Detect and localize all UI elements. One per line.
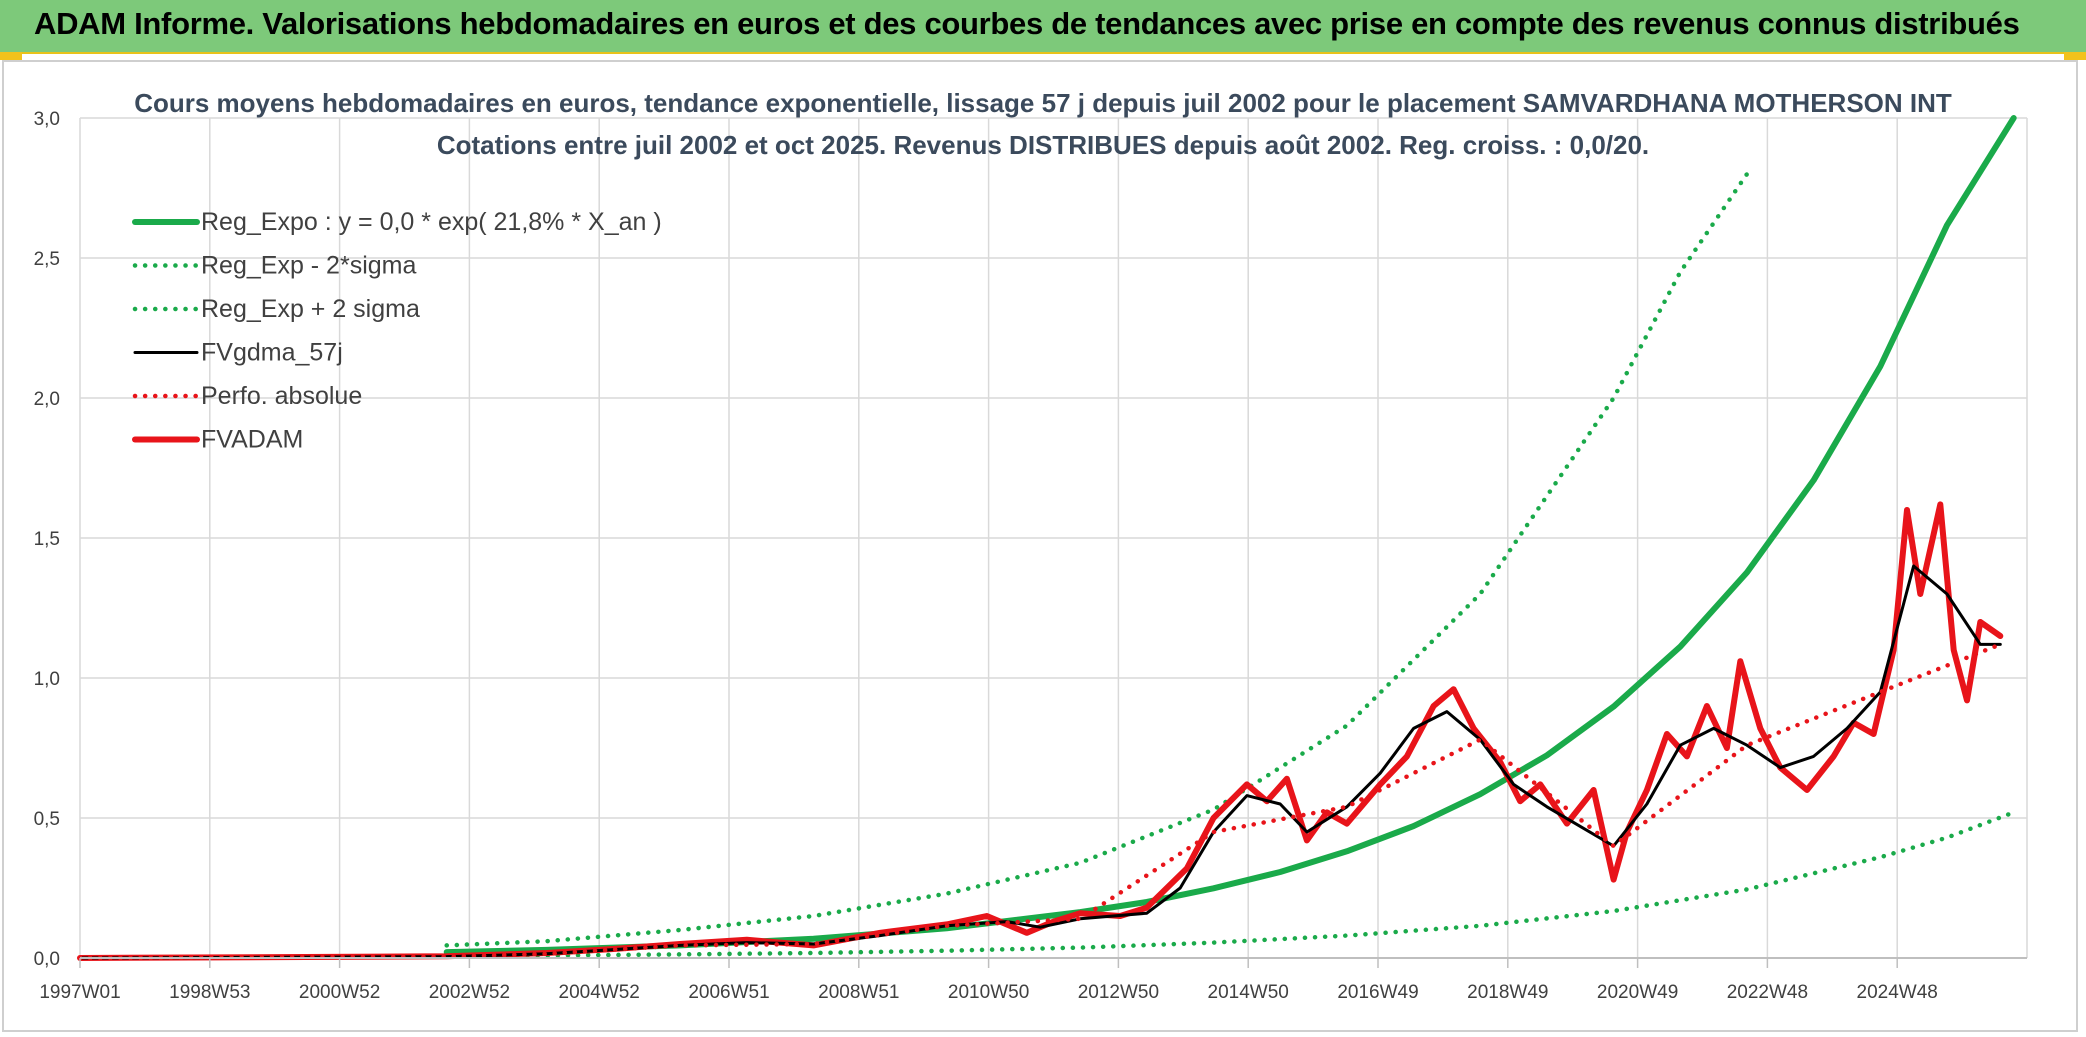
- legend-label: Reg_Expo : y = 0,0 * exp( 21,8% * X_an ): [201, 208, 662, 236]
- y-tick-label: 2,5: [34, 249, 60, 270]
- legend-label: Perfo. absolue: [201, 382, 362, 410]
- legend-label: FVgdma_57j: [201, 339, 343, 367]
- y-tick-label: 1,0: [34, 669, 60, 690]
- legend-label: Reg_Exp - 2*sigma: [201, 252, 416, 280]
- x-tick-label: 2016W49: [1337, 982, 1418, 1003]
- x-tick-label: 2022W48: [1727, 982, 1808, 1003]
- legend-label: Reg_Exp + 2 sigma: [201, 295, 420, 323]
- y-tick-label: 2,0: [34, 389, 60, 410]
- y-tick-label: 0,0: [34, 949, 60, 970]
- series-lines: [77, 115, 2017, 961]
- series-line-perfo-absolue: [77, 642, 2003, 961]
- chart-subtitle: Cotations entre juil 2002 et oct 2025. R…: [436, 130, 1650, 160]
- corner-mark-right: [2064, 52, 2086, 60]
- x-tick-label: 2020W49: [1597, 982, 1678, 1003]
- x-tick-label: 2000W52: [299, 982, 380, 1003]
- banner-title: ADAM Informe. Valorisations hebdomadaire…: [34, 6, 2020, 41]
- grid-lines: [79, 117, 2028, 959]
- series-line-fvgdma-57j: [78, 564, 2002, 960]
- x-tick-label: 2008W51: [818, 982, 899, 1003]
- y-tick-label: 0,5: [34, 809, 60, 830]
- banner: ADAM Informe. Valorisations hebdomadaire…: [0, 0, 2086, 54]
- x-tick-label: 2006W51: [688, 982, 769, 1003]
- x-tick-label: 2018W49: [1467, 982, 1548, 1003]
- x-tick-label: 2012W50: [1078, 982, 1159, 1003]
- axes: 0,0 0,5 1,0 1,5 2,0 2,5 3,0 1997W01 1998W53 2000W…: [34, 109, 2027, 1003]
- chart-frame: [2, 60, 2078, 1032]
- x-tick-label: 2010W50: [948, 982, 1029, 1003]
- x-tick-label: 1998W53: [169, 982, 250, 1003]
- corner-mark-left: [0, 52, 22, 60]
- y-tick-label: 3,0: [34, 109, 60, 130]
- series-line-fvadam: [77, 501, 2004, 961]
- x-tick-label: 2014W50: [1208, 982, 1289, 1003]
- y-tick-label: 1,5: [34, 529, 60, 550]
- series-line-reg-exp-2-sigma: [444, 171, 1750, 948]
- legend-label: FVADAM: [201, 426, 303, 454]
- series-line-reg-expo-y-0-0-exp-21-8-x-an: [443, 115, 2017, 956]
- x-tick-label: 2004W52: [559, 982, 640, 1003]
- chart-title: Cours moyens hebdomadaires en euros, ten…: [134, 88, 1952, 118]
- x-tick-label: 1997W01: [39, 982, 120, 1003]
- legend: Reg_Expo : y = 0,0 * exp( 21,8% * X_an )…: [132, 208, 662, 454]
- x-tick-label: 2024W48: [1857, 982, 1938, 1003]
- x-tick-label: 2002W52: [429, 982, 510, 1003]
